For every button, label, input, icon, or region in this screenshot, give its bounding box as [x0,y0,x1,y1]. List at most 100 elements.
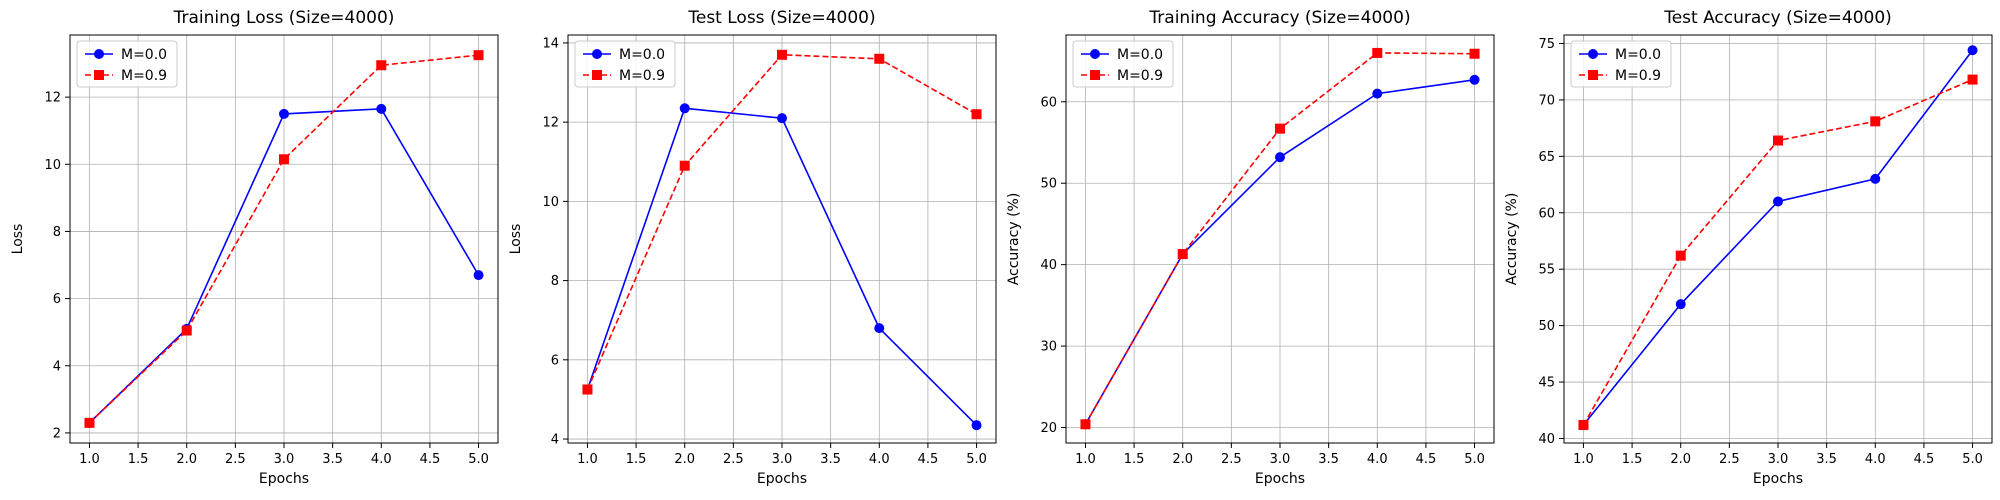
legend: M=0.0 M=0.9 [76,40,178,88]
y-tick-label: 4 [53,359,61,374]
data-point [1177,249,1188,260]
data-point [1469,48,1480,59]
y-tick-label: 6 [551,353,559,368]
data-point [1870,116,1881,127]
x-tick-label: 1.0 [1573,452,1594,467]
data-point [1870,173,1881,184]
y-tick-label: 6 [53,292,61,307]
data-point [1967,74,1978,85]
y-tick-label: 50 [1538,319,1555,334]
chart-title: Training Accuracy (Size=4000) [1148,8,1410,28]
legend-entry: M=0.9 [1117,68,1163,84]
x-tick-label: 2.0 [1172,452,1193,467]
y-tick-label: 45 [1538,376,1555,391]
y-tick-label: 20 [1040,421,1057,436]
data-point [582,384,593,395]
legend-entry: M=0.0 [121,47,167,63]
legend-entry: M=0.9 [1615,68,1661,84]
data-point [376,103,387,114]
x-tick-label: 5.0 [966,452,987,467]
x-tick-label: 4.0 [1865,452,1886,467]
chart-panel-3: 1.0 1.5 2.0 2.5 3.0 3.5 4.0 4.5 5.0 20 30 40 50 60 Tra… [1006,8,1495,487]
x-tick-label: 4.5 [918,452,939,467]
chart-title: Test Accuracy (Size=4000) [1663,8,1892,28]
legend-entry: M=0.0 [619,47,665,63]
data-point [874,323,885,334]
y-tick-label: 70 [1538,93,1555,108]
y-tick-label: 30 [1040,340,1057,355]
y-tick-label: 60 [1538,206,1555,221]
y-tick-label: 40 [1538,432,1555,447]
y-axis-label: Loss [508,224,524,255]
data-point [1275,152,1285,163]
data-point [1773,196,1783,207]
x-tick-label: 1.0 [577,452,598,467]
legend-marker [1588,70,1598,80]
chart-panel-1: 1.0 1.5 2.0 2.5 3.0 3.5 4.0 4.5 5.0 2 4 6 8 10 12 Train… [10,8,499,487]
x-tick-label: 4.5 [420,452,441,467]
x-tick-label: 3.5 [820,452,841,467]
x-axis-label: Epochs [1255,471,1305,487]
data-point [874,53,885,64]
data-point [376,60,387,71]
x-tick-label: 4.0 [371,452,392,467]
x-tick-label: 1.0 [79,452,100,467]
y-tick-label: 14 [542,36,559,51]
y-tick-label: 10 [542,195,559,210]
legend: M=0.0 M=0.9 [1570,40,1672,88]
y-axis-label: Accuracy (%) [1006,193,1022,286]
data-point [679,160,690,171]
y-tick-label: 40 [1040,258,1057,273]
x-tick-label: 3.0 [1768,452,1789,467]
x-tick-label: 1.5 [128,452,149,467]
legend-marker [94,70,104,80]
data-point [1675,250,1686,261]
y-tick-label: 8 [551,274,559,289]
x-tick-label: 4.0 [869,452,890,467]
x-tick-label: 3.5 [1816,452,1837,467]
data-point [181,325,192,336]
y-tick-label: 8 [53,225,61,240]
x-tick-label: 4.0 [1367,452,1388,467]
x-tick-label: 3.5 [322,452,343,467]
y-tick-label: 55 [1538,263,1555,278]
legend-marker [592,70,602,80]
axes-frame [1563,34,1993,444]
axes-frame [567,34,997,444]
legend: M=0.0 M=0.9 [574,40,676,88]
y-tick-label: 2 [53,426,61,441]
legend-entry: M=0.0 [1117,47,1163,63]
x-tick-label: 5.0 [468,452,489,467]
x-tick-label: 3.0 [772,452,793,467]
x-tick-label: 2.0 [674,452,695,467]
x-axis-label: Epochs [757,471,807,487]
data-point [777,113,787,124]
data-point [1469,74,1480,85]
legend-entry: M=0.0 [1615,47,1661,63]
data-point [84,417,95,428]
x-tick-label: 2.5 [1719,452,1740,467]
y-tick-label: 12 [44,91,61,106]
data-point [1967,45,1978,56]
axes-frame [69,34,499,444]
data-point [473,270,484,281]
data-point [1578,419,1589,430]
x-tick-label: 1.5 [1622,452,1643,467]
x-tick-label: 1.5 [1124,452,1145,467]
data-point [1372,88,1383,99]
legend-entry: M=0.9 [619,68,665,84]
x-tick-label: 4.5 [1914,452,1935,467]
x-axis-label: Epochs [1753,471,1803,487]
y-tick-label: 50 [1040,177,1057,192]
x-tick-label: 5.0 [1962,452,1983,467]
data-point [279,108,289,119]
x-tick-label: 2.5 [1221,452,1242,467]
x-tick-label: 4.5 [1416,452,1437,467]
axes-frame [1065,34,1495,444]
data-point [473,50,484,61]
series-line-2 [88,54,479,424]
y-tick-label: 10 [44,158,61,173]
legend-marker [1090,70,1100,80]
x-tick-label: 1.5 [626,452,647,467]
